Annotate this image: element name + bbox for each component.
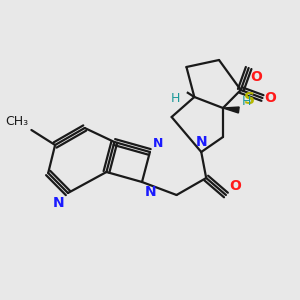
Text: CH₃: CH₃	[5, 115, 28, 128]
Polygon shape	[223, 107, 239, 113]
Text: N: N	[145, 185, 157, 199]
Text: N: N	[153, 137, 163, 150]
Text: H: H	[171, 92, 181, 105]
Text: N: N	[195, 135, 207, 149]
Text: O: O	[265, 91, 276, 105]
Text: N: N	[52, 196, 64, 210]
Text: H: H	[242, 95, 251, 108]
Text: S: S	[244, 92, 255, 107]
Text: O: O	[229, 179, 241, 193]
Text: O: O	[250, 70, 262, 84]
